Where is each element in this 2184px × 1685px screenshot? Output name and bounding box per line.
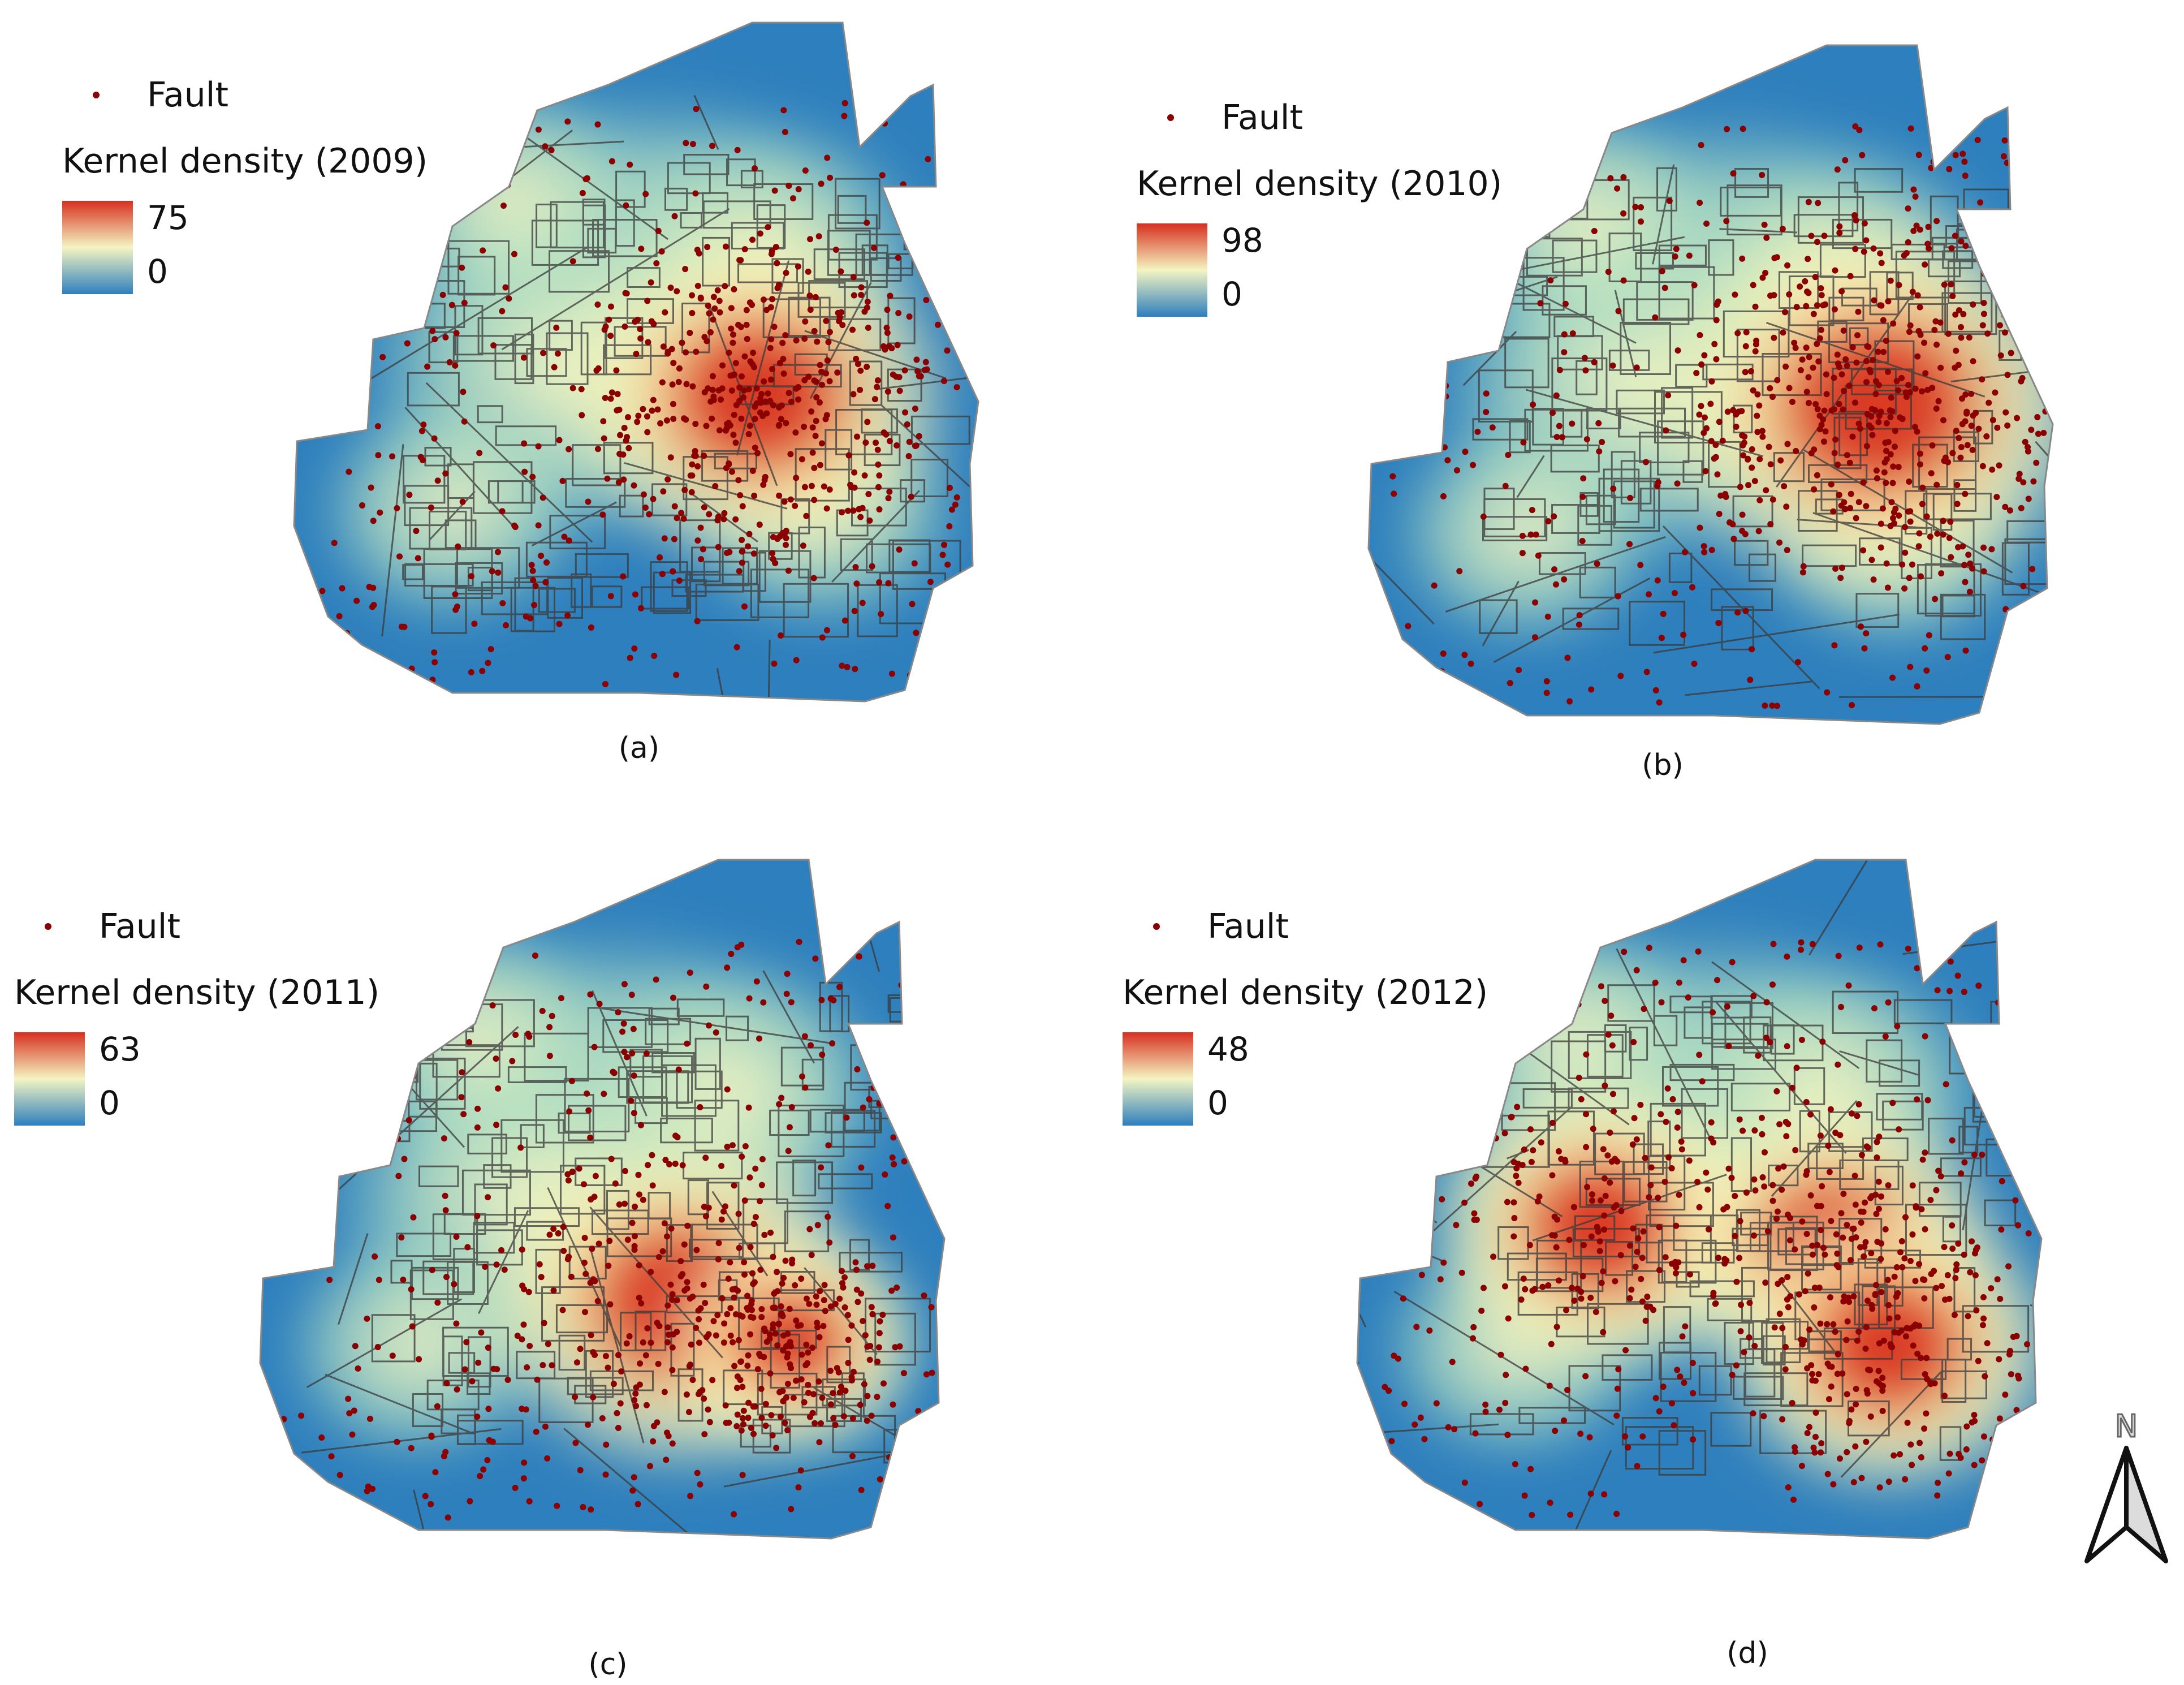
legend-title: Kernel density (2010) — [1137, 164, 1502, 204]
study-area-outline — [1367, 44, 2054, 725]
legend-color-ramp — [1137, 223, 1207, 317]
legend-min-value: 0 — [99, 1084, 120, 1122]
legend-color-ramp — [14, 1032, 85, 1126]
panel-caption: (c) — [588, 1648, 627, 1682]
study-area-outline — [259, 859, 946, 1540]
legend-fault-label: Fault — [147, 75, 228, 115]
legend-max-value: 98 — [1222, 221, 1263, 260]
fault-point-icon — [45, 923, 51, 930]
fault-points — [316, 100, 969, 687]
legend-max-value: 75 — [147, 199, 189, 237]
legend-fault-label: Fault — [1207, 907, 1289, 946]
map-panel-b: Fault Kernel density (2010) 98 0 (b) — [1137, 44, 2054, 782]
legend-color-ramp — [1123, 1032, 1193, 1126]
study-area-outline — [293, 21, 979, 703]
legend-min-value: 0 — [1207, 1084, 1228, 1122]
panel-caption: (b) — [1642, 748, 1684, 782]
legend-title: Kernel density (2011) — [14, 973, 379, 1012]
legend-fault-label: Fault — [1222, 98, 1303, 137]
study-area-outline — [1356, 859, 2043, 1540]
legend-fault-label: Fault — [99, 907, 180, 946]
panels-layer: Fault Kernel density (2009) 75 0 (a) Fault Ker… — [14, 21, 2054, 1682]
legend-max-value: 63 — [99, 1030, 141, 1068]
legend-min-value: 0 — [1222, 275, 1242, 313]
legend: Fault Kernel density (2010) 98 0 — [1137, 98, 1502, 317]
density-surface — [1357, 860, 2041, 1539]
north-arrow-icon: N — [2084, 1408, 2168, 1563]
fault-point-icon — [1167, 114, 1174, 121]
legend-color-ramp — [62, 201, 133, 294]
legend-max-value: 48 — [1207, 1030, 1249, 1068]
fault-point-icon — [1153, 923, 1160, 930]
legend-min-value: 0 — [147, 252, 168, 291]
legend-title: Kernel density (2012) — [1123, 973, 1488, 1012]
north-letter: N — [2115, 1408, 2138, 1444]
legend: Fault Kernel density (2011) 63 0 — [14, 907, 379, 1126]
legend-title: Kernel density (2009) — [62, 141, 428, 181]
map-panel-c: Fault Kernel density (2011) 63 0 (c) — [14, 859, 946, 1682]
fault-point-icon — [93, 92, 100, 98]
legend: Fault Kernel density (2012) 48 0 — [1123, 907, 1488, 1126]
panel-caption: (d) — [1727, 1636, 1768, 1670]
legend: Fault Kernel density (2009) 75 0 — [62, 75, 428, 294]
map-panel-a: Fault Kernel density (2009) 75 0 (a) — [62, 21, 979, 765]
fault-points — [280, 938, 936, 1521]
map-panel-d: Fault Kernel density (2012) 48 0 (d) — [1123, 859, 2043, 1670]
fault-points — [1379, 939, 2032, 1519]
panel-caption: (a) — [619, 731, 659, 765]
